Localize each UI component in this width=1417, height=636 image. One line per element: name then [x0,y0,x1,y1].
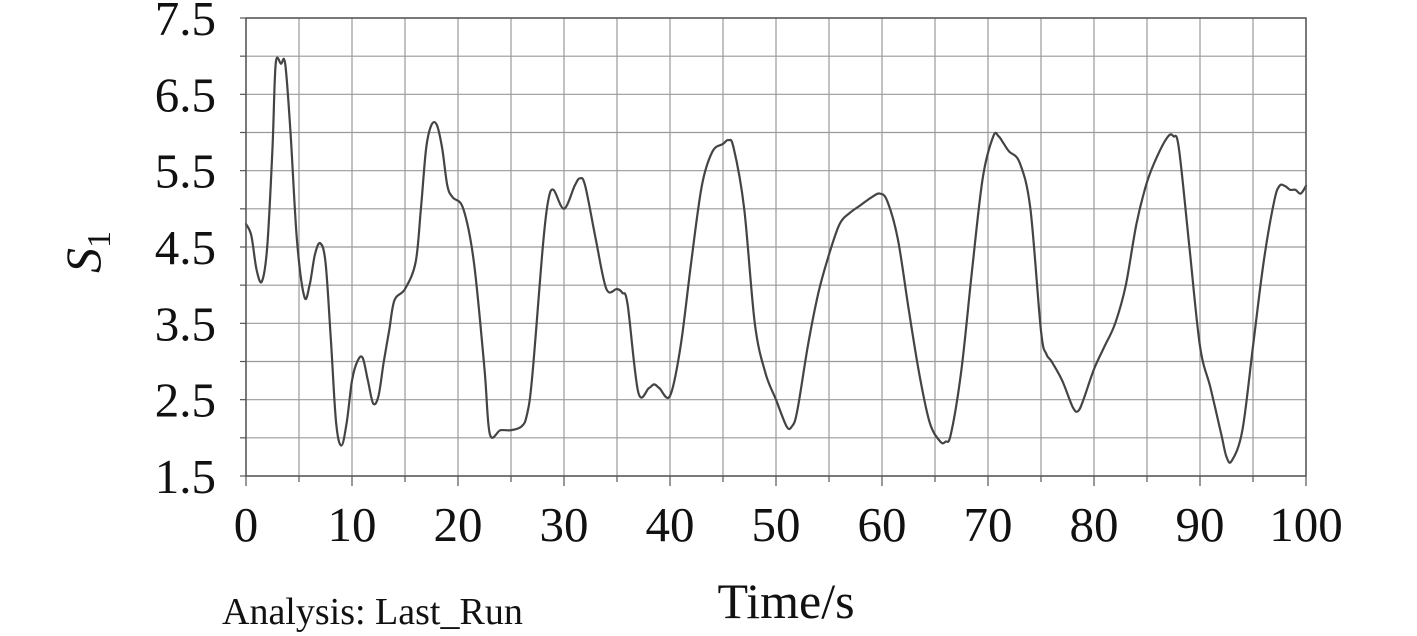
x-tick-label: 70 [964,497,1013,552]
x-tick-label: 40 [646,497,695,552]
x-tick-label: 50 [752,497,801,552]
x-tick-label: 0 [234,497,259,552]
y-tick-label: 1.5 [155,449,216,504]
tick-labels: 0 10 20 30 40 50 60 70 80 90 100 1.5 2.5 3.5 4.5 5.5 6.5… [155,0,1343,552]
x-tick-label: 80 [1070,497,1119,552]
x-tick-label: 90 [1176,497,1225,552]
x-tick-label: 60 [858,497,907,552]
y-axis-title-main: S [55,248,111,273]
series-line-s1 [244,56,1308,464]
y-axis-title-subscript: 1 [81,231,118,248]
y-tick-label: 3.5 [155,296,216,351]
x-tick-label: 10 [328,497,377,552]
analysis-label: Analysis: Last_Run [222,591,523,633]
x-tick-label: 100 [1269,497,1343,552]
x-tick-label: 20 [434,497,483,552]
grid [240,17,1307,486]
y-tick-label: 4.5 [155,220,216,275]
x-tick-label: 30 [540,497,589,552]
x-axis-title: Time/s [717,573,854,629]
y-axis-title: S1 [55,231,118,273]
y-tick-label: 5.5 [155,144,216,199]
plot-frame [245,17,1307,477]
y-tick-label: 6.5 [155,67,216,122]
y-tick-label: 7.5 [155,0,216,46]
y-tick-label: 2.5 [155,373,216,428]
